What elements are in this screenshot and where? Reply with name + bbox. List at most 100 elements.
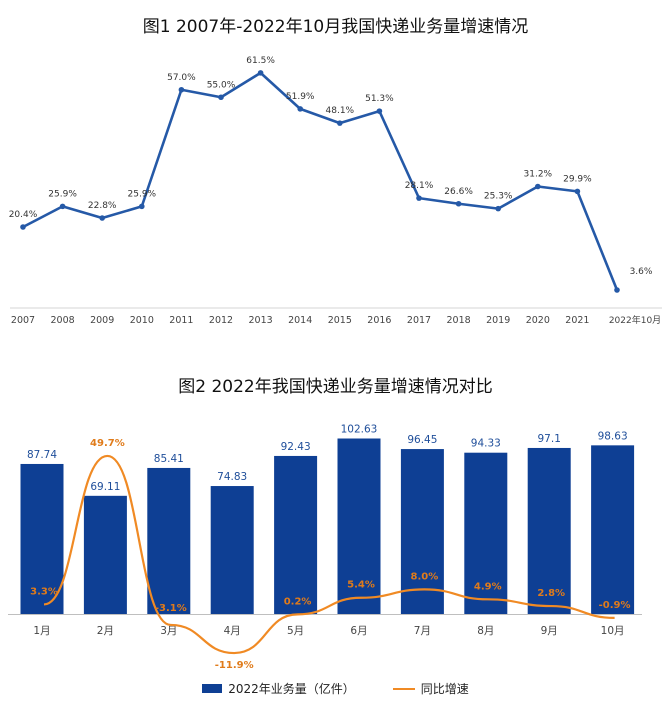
chart2-bar: [337, 438, 381, 614]
chart1-x-tick: 2007: [11, 315, 35, 326]
chart2-bar-label: 94.33: [471, 438, 501, 450]
chart1-point: [535, 183, 541, 190]
chart1-point: [297, 106, 304, 112]
chart2-bar-label: 87.74: [27, 449, 57, 461]
chart1-x-tick: 2019: [486, 315, 510, 326]
chart2-svg: 87.74 69.11 85.41 74.83 92.43 102.63 96.45 94.3…: [8, 424, 642, 671]
chart2-line-label: -11.9%: [215, 660, 254, 671]
chart1-series-line: [22, 71, 619, 291]
chart1-point: [495, 205, 502, 212]
legend-bar-swatch: [202, 684, 223, 693]
chart2-bar: [210, 486, 254, 614]
chart1-x-tick: 2018: [447, 315, 471, 326]
chart1-point: [218, 94, 224, 101]
chart1-point: [614, 287, 620, 293]
chart2-line-label: 0.2%: [284, 596, 312, 607]
chart1-data-label: 26.6%: [444, 187, 473, 197]
chart2-bar: [147, 467, 191, 614]
chart2-bar-label: 96.45: [407, 434, 437, 446]
chart2-bar-label: 102.63: [341, 424, 378, 436]
chart1-point: [139, 203, 145, 210]
chart1-point: [59, 203, 66, 210]
chart1-x-tick: 2013: [249, 315, 273, 326]
chart2-bar-label: 69.11: [90, 481, 120, 493]
chart2-bar-label: 92.43: [281, 441, 311, 453]
chart1-data-label: 3.6%: [630, 267, 653, 277]
chart2-bar-label: 74.83: [217, 471, 247, 483]
chart2-x-tick: 3月: [160, 625, 177, 637]
chart1-data-label: 25.9%: [48, 189, 77, 199]
chart1-data-label: 48.1%: [326, 106, 355, 116]
chart2-x-tick: 5月: [287, 625, 304, 637]
chart1-x-tick: 2010: [130, 315, 154, 326]
chart2-line-label: 8.0%: [411, 571, 439, 582]
chart2-bar-label: 98.63: [598, 430, 628, 442]
chart1-x-tick: 2012: [209, 315, 233, 326]
legend-bar-label: 2022年业务量（亿件）: [228, 682, 355, 696]
chart1-data-label: 51.3%: [365, 94, 394, 104]
chart1-x-tick: 2017: [407, 315, 431, 326]
chart2-x-tick: 4月: [224, 625, 241, 637]
chart1-data-label: 28.1%: [405, 181, 434, 191]
chart2-bar: [274, 455, 318, 614]
chart1-data-label: 57.0%: [167, 73, 196, 83]
chart2-x-tick: 6月: [350, 625, 367, 637]
chart1-x-tick: 2020: [526, 315, 550, 326]
legend-line-label: 同比增速: [420, 682, 469, 696]
chart2-bar: [83, 495, 127, 614]
chart1-data-label: 25.9%: [128, 189, 157, 199]
chart1-x-tick: 2022年10月: [609, 314, 661, 326]
chart2-line-label: -0.9%: [599, 600, 631, 611]
chart1-data-label: 25.3%: [484, 192, 513, 202]
chart2-x-tick: 8月: [477, 625, 494, 637]
chart1-point: [99, 215, 105, 221]
chart2-title: 图2 2022年我国快递业务量增速情况对比: [178, 377, 493, 397]
chart1-data-label: 20.4%: [9, 210, 38, 220]
chart2-bar: [591, 445, 635, 614]
chart1-point: [574, 188, 581, 195]
chart1-x-tick: 2008: [51, 315, 75, 326]
chart2-bar-label: 85.41: [154, 453, 184, 465]
chart2-x-tick: 1月: [33, 625, 50, 637]
chart1-data-label: 55.0%: [207, 80, 236, 90]
chart2-legend: 2022年业务量（亿件） 同比增速: [0, 680, 671, 697]
chart1-x-tick: 2014: [288, 315, 312, 326]
chart2-line-label: 49.7%: [90, 438, 125, 449]
chart2-line-label: 5.4%: [347, 580, 375, 591]
chart1-x-tick: 2021: [565, 315, 589, 326]
chart1-x-tick: 2016: [367, 315, 391, 326]
chart2-x-tick: 10月: [601, 625, 625, 637]
chart2-x-tick: 2月: [97, 625, 114, 637]
chart1-x-tick: 2015: [328, 315, 352, 326]
chart1-point: [20, 224, 26, 230]
chart1-point: [455, 200, 462, 207]
chart2-bar-label: 97.1: [538, 433, 561, 445]
chart2-x-tick: 9月: [541, 625, 558, 637]
legend-item-bar: 2022年业务量（亿件）: [202, 680, 355, 697]
chart1-point: [416, 195, 422, 201]
chart1-data-label: 22.8%: [88, 201, 117, 211]
legend-item-line: 同比增速: [392, 680, 469, 697]
chart1-data-label: 29.9%: [563, 174, 592, 184]
chart2-line-label: 4.9%: [474, 581, 502, 592]
chart2-growth-line: [43, 454, 615, 655]
chart2-bar: [464, 452, 508, 614]
chart1-x-tick: 2009: [90, 315, 114, 326]
chart1-data-label: 61.5%: [246, 56, 275, 66]
chart2-x-tick: 7月: [414, 625, 431, 637]
chart2-line-label: 3.3%: [30, 586, 58, 597]
chart1-title: 图1 2007年-2022年10月我国快递业务量增速情况: [142, 17, 529, 37]
legend-line-swatch: [392, 687, 415, 690]
chart1-data-label: 31.2%: [524, 170, 553, 180]
chart2-line-label: -3.1%: [155, 603, 187, 614]
chart1-point: [257, 70, 264, 76]
chart1-svg: 20.4% 2007 25.9% 2008 22.8% 2009 25.9% 2010 57.0…: [9, 56, 662, 326]
chart1-point: [337, 120, 343, 126]
chart2-bar: [400, 449, 444, 614]
chart2-bar: [527, 447, 571, 614]
chart1-point: [376, 108, 383, 114]
chart1-point: [178, 86, 185, 93]
chart1-x-tick: 2011: [169, 315, 193, 326]
chart2-bar: [20, 463, 64, 614]
chart2-line-label: 2.8%: [537, 588, 565, 599]
